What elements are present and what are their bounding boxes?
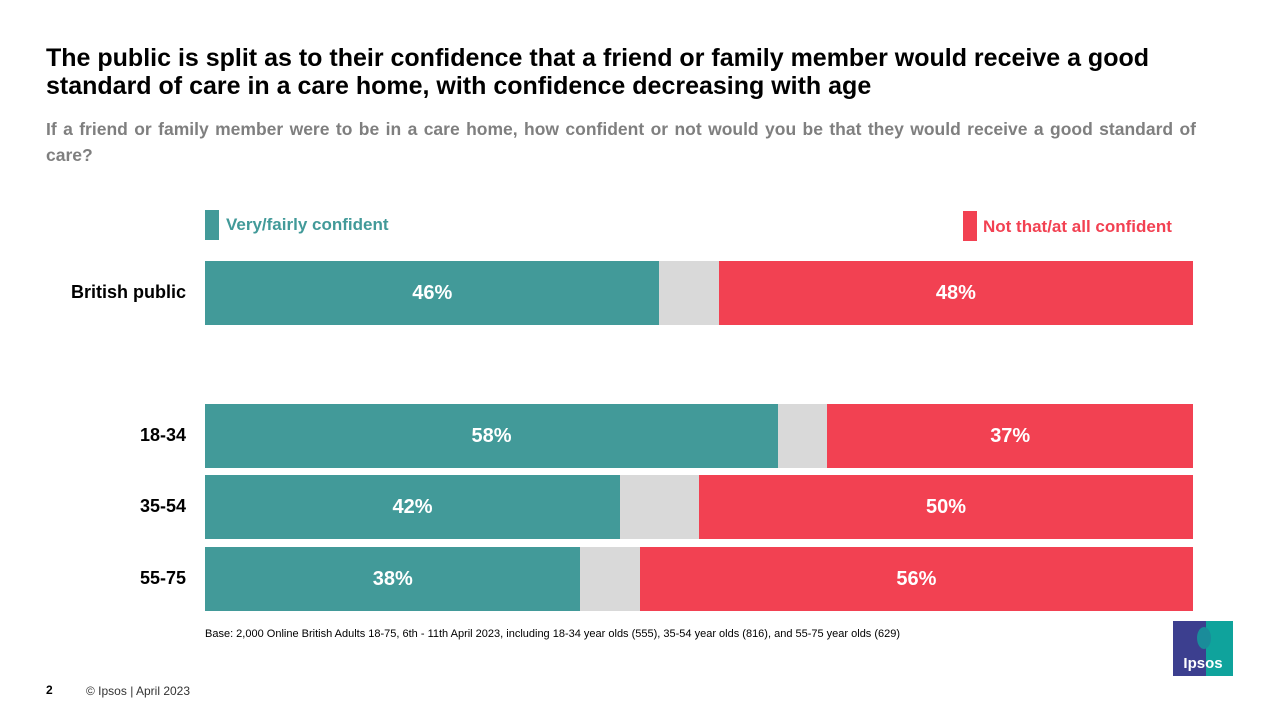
data-label: 38% [372, 567, 413, 590]
legend-label-not-confident: Not that/at all confident [983, 217, 1172, 236]
bar-segment: 56% [639, 547, 1193, 611]
question-subtitle: If a friend or family member were to be … [46, 119, 1196, 165]
data-label: 50% [925, 495, 967, 518]
legend-swatch-confident [205, 210, 219, 240]
bar-segment: 46% [205, 261, 660, 325]
legend-label-confident: Very/fairly confident [226, 215, 389, 234]
bar-segment [778, 404, 828, 468]
category-label: 55-75 [139, 568, 186, 588]
data-label: 56% [896, 567, 937, 590]
bar-segment: 50% [699, 475, 1193, 539]
slide-title: The public is split as to their confiden… [46, 44, 1150, 100]
category-label: 35-54 [139, 496, 186, 516]
bar-segment: 37% [827, 404, 1193, 468]
data-label: 48% [935, 281, 976, 304]
bar-segment [619, 475, 699, 539]
page-number: 2 [46, 683, 53, 697]
data-label: 46% [412, 281, 453, 304]
bar-segment: 48% [718, 261, 1193, 325]
ipsos-logo: Ipsos [1173, 621, 1233, 676]
data-label: 42% [392, 495, 433, 518]
legend-swatch-not-confident [963, 211, 977, 241]
bar-segment: 58% [205, 404, 779, 468]
logo-head-icon [1197, 627, 1211, 649]
data-label: 58% [471, 424, 512, 447]
bar-segment [580, 547, 640, 611]
copyright: © Ipsos | April 2023 [86, 684, 191, 698]
data-label: 37% [990, 424, 1031, 447]
bar-segment: 42% [205, 475, 620, 539]
base-note: Base: 2,000 Online British Adults 18-75,… [205, 628, 901, 640]
bar-segment [659, 261, 719, 325]
bar-segment: 38% [205, 547, 581, 611]
category-label: British public [70, 282, 186, 302]
category-label: 18-34 [139, 425, 186, 445]
